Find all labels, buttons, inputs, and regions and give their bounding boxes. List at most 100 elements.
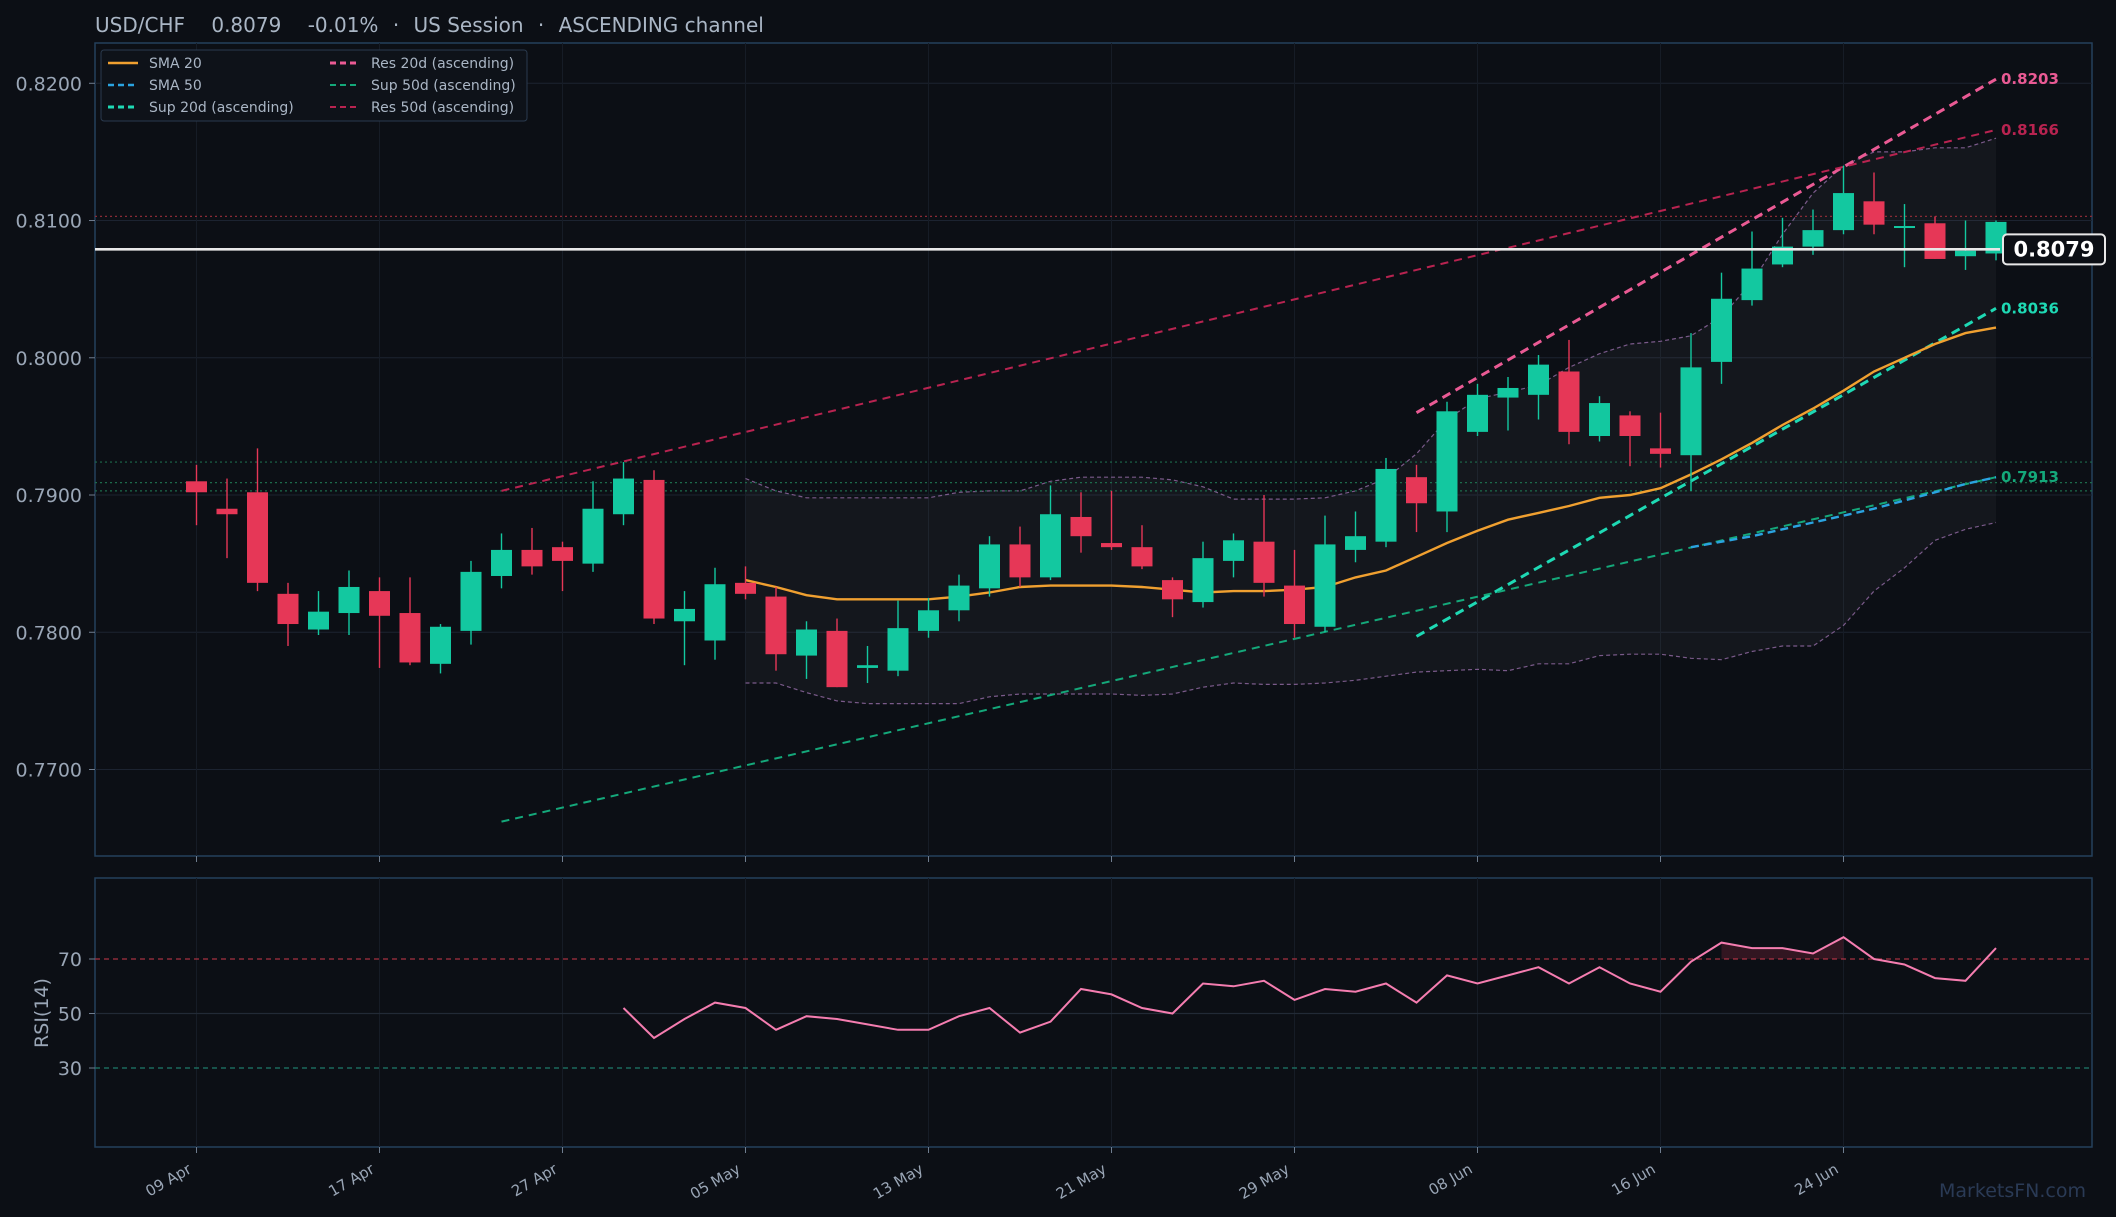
candle-body	[613, 478, 634, 515]
trendline-label: 0.8166	[2001, 121, 2059, 139]
candle-body	[918, 610, 939, 631]
legend-label: Sup 50d (ascending)	[371, 78, 516, 94]
candle-body	[186, 481, 207, 493]
candle	[735, 566, 756, 600]
rsi-line	[622, 936, 1997, 1040]
bollinger-upper	[745, 137, 1997, 500]
candle	[1711, 272, 1732, 384]
rsi-panel-frame	[94, 877, 2093, 1148]
sma50-line	[1690, 476, 1997, 549]
candle	[521, 527, 543, 575]
candle	[1528, 355, 1549, 420]
candle	[826, 618, 848, 688]
trendline-2	[501, 476, 1997, 823]
trendline-label: 0.8203	[2001, 70, 2059, 88]
legend-label: Sup 20d (ascending)	[149, 100, 294, 116]
trendline-0	[1415, 307, 1997, 638]
candle	[918, 597, 939, 638]
legend-label: SMA 50	[149, 78, 202, 94]
x-tick-label: 13 May	[870, 1160, 927, 1203]
candle-body	[277, 593, 299, 625]
candle-body	[1955, 250, 1976, 257]
candle	[887, 600, 909, 677]
candle	[765, 586, 787, 671]
candle-body	[979, 544, 1000, 589]
candle	[1101, 490, 1122, 550]
candle	[674, 591, 695, 666]
trendlines	[501, 77, 1997, 823]
candle-body	[1192, 558, 1214, 603]
candle-body	[1894, 226, 1915, 229]
price-tag-label: 0.8079	[2013, 237, 2094, 261]
candle-body	[857, 665, 878, 668]
candle	[186, 464, 207, 526]
candle-body	[369, 591, 390, 616]
candle	[1741, 231, 1763, 306]
candle	[1284, 549, 1305, 638]
candle-body	[948, 585, 970, 611]
chart-title: USD/CHF 0.8079 -0.01% · US Session · ASC…	[95, 13, 764, 37]
candle-body	[460, 571, 482, 631]
candle-body	[1833, 193, 1854, 231]
candle-body	[887, 628, 909, 671]
y-tick-label: 0.7700	[16, 760, 82, 782]
candle	[1253, 495, 1275, 597]
candle-body	[1131, 547, 1153, 567]
svg-text:USD/CHF 0.8079 -0.: USD/CHF 0.8079 -0.01% · US Session · ASC…	[95, 13, 764, 37]
candle-body	[1680, 367, 1702, 456]
candle-body	[704, 584, 726, 641]
candle	[247, 448, 268, 592]
candle	[1863, 172, 1885, 235]
legend-entry: Res 20d (ascending)	[330, 56, 514, 72]
candle-body	[1314, 544, 1336, 627]
candle-body	[1284, 585, 1305, 625]
candle	[1375, 457, 1397, 548]
candle-body	[735, 582, 756, 594]
legend-entry: SMA 50	[108, 78, 202, 94]
candle	[1955, 220, 1976, 270]
legend-label: Res 50d (ascending)	[371, 100, 514, 116]
session-name: US Session	[414, 13, 524, 37]
candle	[399, 577, 421, 666]
candle	[948, 574, 970, 622]
candle	[1772, 217, 1793, 268]
price-tag-box	[2002, 233, 2106, 266]
candle	[308, 591, 329, 636]
candle	[979, 536, 1000, 597]
candle	[796, 621, 817, 679]
candle	[1223, 533, 1244, 578]
candle-body	[1985, 221, 2007, 254]
candle-body	[582, 508, 604, 564]
legend-entry: Sup 20d (ascending)	[108, 100, 294, 116]
candle-body	[399, 613, 421, 663]
candle-body	[430, 626, 451, 664]
legend-entry: Res 50d (ascending)	[330, 100, 514, 116]
candle-body	[308, 611, 329, 630]
y-tick-label: 0.7800	[16, 622, 82, 644]
candle	[1497, 376, 1519, 431]
candle-body	[1772, 246, 1793, 265]
watermark: MarketsFN.com	[1939, 1180, 2086, 1202]
candle-body	[216, 508, 238, 515]
legend-box	[100, 49, 528, 122]
y-tick-label: 0.8200	[16, 73, 82, 95]
candle	[1558, 339, 1580, 445]
y-tick-label: 0.8000	[16, 348, 82, 370]
candle-body	[1040, 514, 1061, 578]
candle-body	[1009, 544, 1031, 578]
candle-body	[1070, 516, 1092, 537]
candle-body	[552, 547, 573, 561]
candle-body	[643, 479, 665, 619]
x-tick-label: 08 Jun	[1426, 1160, 1476, 1199]
candle-body	[1711, 298, 1732, 362]
candle	[1650, 412, 1671, 468]
candlesticks	[186, 165, 2007, 688]
candle-body	[1650, 448, 1671, 454]
x-tick-label: 27 Apr	[508, 1159, 561, 1200]
rsi-tick-label: 70	[58, 949, 82, 971]
legend-label: SMA 20	[149, 56, 202, 72]
x-tick-label: 29 May	[1236, 1160, 1293, 1203]
x-tick-label: 24 Jun	[1792, 1160, 1842, 1199]
y-tick-label: 0.7900	[16, 485, 82, 507]
candle-body	[1406, 477, 1427, 504]
